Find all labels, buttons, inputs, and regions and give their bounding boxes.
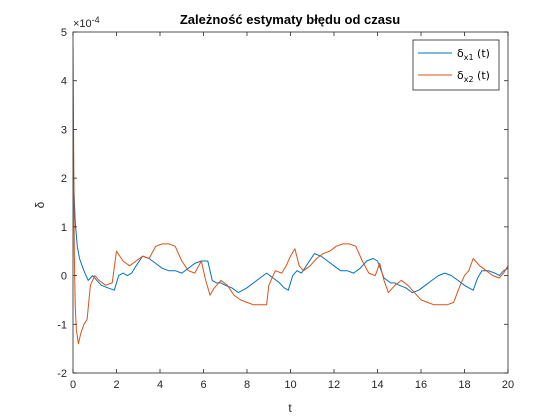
y-exponent-base: ×10 bbox=[73, 18, 92, 30]
series-layer bbox=[73, 46, 508, 345]
x-axis: 0 2 4 6 8 10 12 14 16 18 20 bbox=[70, 32, 514, 391]
x-tick-label: 6 bbox=[200, 379, 206, 391]
x-tick-label: 10 bbox=[284, 379, 296, 391]
legend-box bbox=[412, 39, 500, 91]
y-tick-label: 1 bbox=[61, 222, 67, 234]
x-tick-label: 20 bbox=[502, 379, 514, 391]
y-tick-label: 3 bbox=[61, 124, 67, 136]
legend: δx1 (t) δx2 (t) bbox=[412, 39, 500, 91]
y-axis: -2 -1 0 1 2 3 4 5 bbox=[57, 27, 508, 380]
y-axis-exponent: ×10-4 bbox=[73, 15, 100, 30]
chart-title: Zależność estymaty błędu od czasu bbox=[180, 12, 400, 27]
y-exponent-power: -4 bbox=[92, 15, 100, 25]
x-tick-label: 14 bbox=[371, 379, 383, 391]
x-tick-label: 0 bbox=[70, 379, 76, 391]
x-axis-label: t bbox=[288, 401, 292, 415]
y-tick-label: -1 bbox=[57, 319, 67, 331]
y-tick-label: -2 bbox=[57, 368, 67, 380]
x-tick-label: 2 bbox=[113, 379, 119, 391]
x-tick-label: 12 bbox=[328, 379, 340, 391]
legend-label-x2: δx2 (t) bbox=[457, 69, 490, 84]
x-tick-label: 16 bbox=[415, 379, 427, 391]
y-tick-label: 5 bbox=[61, 27, 67, 39]
x-tick-label: 18 bbox=[458, 379, 470, 391]
series-line-x1 bbox=[73, 153, 508, 294]
y-tick-label: 2 bbox=[61, 173, 67, 185]
y-tick-label: 0 bbox=[61, 271, 67, 283]
y-tick-label: 4 bbox=[61, 76, 67, 88]
series-line-x2 bbox=[73, 46, 508, 345]
y-axis-label: δ bbox=[33, 201, 47, 208]
svg-text:×10-4: ×10-4 bbox=[73, 15, 100, 30]
legend-label-x1: δx1 (t) bbox=[457, 47, 490, 62]
x-tick-label: 4 bbox=[157, 379, 163, 391]
x-tick-label: 8 bbox=[244, 379, 250, 391]
